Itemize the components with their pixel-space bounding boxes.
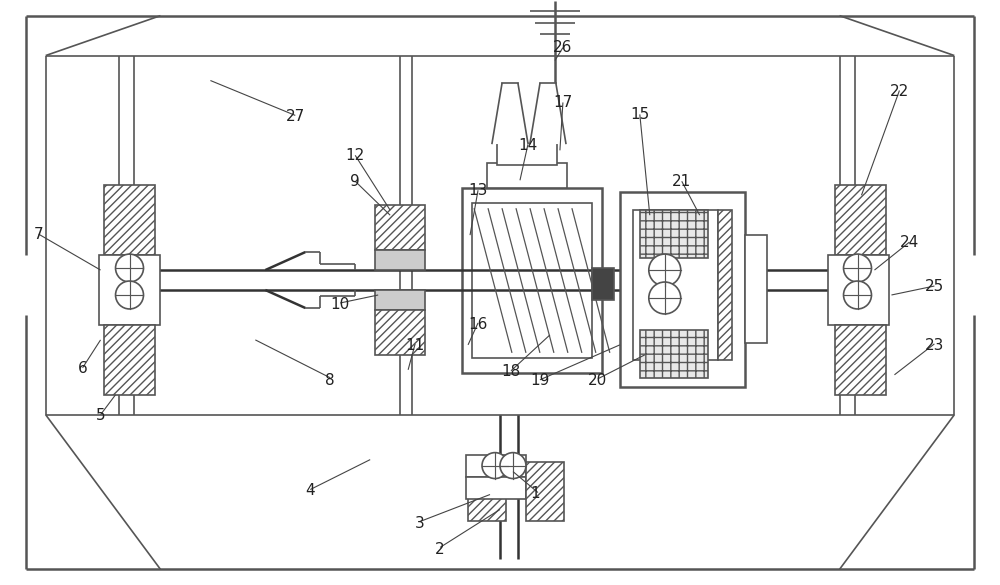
Text: 16: 16 (468, 317, 488, 332)
Bar (592, 268, 614, 300)
Text: 20: 20 (588, 373, 607, 387)
Bar (828, 255, 889, 325)
Bar (462, 188, 602, 373)
Text: 21: 21 (672, 174, 691, 189)
Circle shape (649, 254, 681, 286)
Text: 23: 23 (925, 338, 944, 353)
Bar (375, 290, 425, 310)
Circle shape (116, 281, 143, 309)
Text: 25: 25 (925, 279, 944, 294)
Text: 13: 13 (468, 183, 488, 198)
Text: 4: 4 (305, 483, 315, 498)
Bar (375, 250, 425, 270)
Text: 19: 19 (530, 373, 550, 387)
Bar (497, 143, 557, 166)
Text: 10: 10 (331, 297, 350, 312)
Bar (375, 205, 425, 250)
Bar (620, 192, 745, 387)
Text: 18: 18 (501, 364, 521, 379)
Text: 24: 24 (900, 235, 919, 250)
Bar (835, 185, 886, 255)
Bar (718, 210, 732, 360)
Bar (633, 210, 718, 360)
Text: 6: 6 (78, 361, 87, 376)
Text: 26: 26 (553, 40, 573, 55)
Bar (468, 462, 506, 521)
Circle shape (844, 281, 871, 309)
Text: 27: 27 (286, 109, 305, 124)
Circle shape (649, 282, 681, 314)
Text: 9: 9 (350, 174, 360, 189)
Text: 5: 5 (96, 408, 105, 422)
Circle shape (844, 254, 871, 282)
Text: 11: 11 (405, 338, 425, 353)
Bar (745, 235, 767, 343)
Bar (526, 462, 564, 521)
Text: 15: 15 (630, 107, 649, 122)
Bar (375, 310, 425, 355)
Text: 7: 7 (34, 226, 43, 242)
Bar (466, 455, 526, 477)
Bar (640, 210, 708, 258)
Polygon shape (492, 84, 528, 143)
Bar (466, 477, 526, 498)
Circle shape (500, 453, 526, 479)
Text: 14: 14 (518, 138, 538, 153)
Text: 17: 17 (553, 95, 573, 111)
Bar (472, 203, 592, 358)
Polygon shape (530, 84, 566, 143)
Bar (104, 185, 155, 255)
Circle shape (482, 453, 508, 479)
Bar (99, 255, 160, 325)
Text: 12: 12 (346, 148, 365, 163)
Text: 3: 3 (415, 515, 425, 531)
Bar (104, 325, 155, 395)
Bar (835, 325, 886, 395)
Text: 8: 8 (325, 373, 335, 387)
Bar (640, 330, 708, 378)
Text: 1: 1 (530, 486, 540, 501)
Text: 22: 22 (890, 84, 909, 99)
Circle shape (116, 254, 143, 282)
Text: 2: 2 (435, 542, 445, 557)
Bar (487, 163, 567, 188)
